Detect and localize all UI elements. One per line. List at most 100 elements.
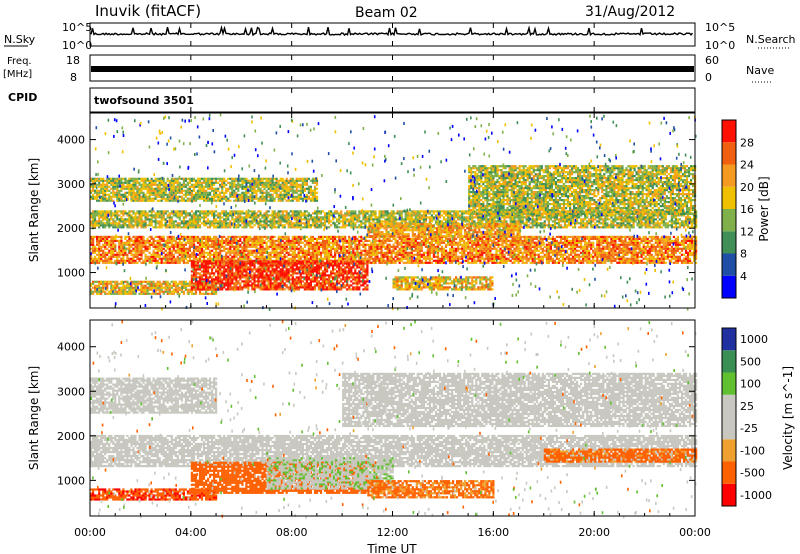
power-cell xyxy=(221,280,224,283)
power-cell xyxy=(380,241,383,244)
power-cell xyxy=(213,288,216,291)
power-cell xyxy=(541,237,544,240)
power-cell xyxy=(269,245,272,248)
power-cell xyxy=(533,243,536,246)
power-cell xyxy=(158,245,161,248)
power-cell xyxy=(668,249,671,252)
power-cell xyxy=(358,235,361,238)
power-cell xyxy=(142,245,145,248)
power-cell xyxy=(215,237,218,240)
power-cell xyxy=(326,239,329,242)
power-cell xyxy=(106,247,109,250)
power-cell xyxy=(269,255,272,258)
power-cell xyxy=(610,237,613,240)
power-cell xyxy=(209,266,212,269)
power-cell xyxy=(328,251,331,254)
power-cell xyxy=(213,247,216,250)
power-cell xyxy=(138,257,141,260)
power-cell xyxy=(170,235,173,238)
power-cell xyxy=(398,261,401,264)
power-cell xyxy=(612,257,615,260)
power-cell xyxy=(469,245,472,248)
power-cell xyxy=(215,243,218,246)
noise-panel: 10^5 10^0 10^5 10^0 xyxy=(62,21,735,52)
power-cell xyxy=(328,284,331,287)
power-cell xyxy=(660,241,663,244)
power-cell xyxy=(275,286,278,289)
power-cell xyxy=(622,257,625,260)
power-cell xyxy=(336,264,339,267)
power-cell xyxy=(122,245,125,248)
power-cell xyxy=(235,282,238,285)
power-cell xyxy=(555,235,558,238)
power-cell xyxy=(366,253,369,256)
power-cell xyxy=(338,274,341,277)
power-cell xyxy=(233,264,236,267)
power-cell xyxy=(612,245,615,248)
frequency-trace xyxy=(91,66,694,72)
power-cell xyxy=(229,241,232,244)
power-cell xyxy=(213,264,216,267)
power-cell xyxy=(271,235,274,238)
power-cell xyxy=(559,239,563,242)
power-cell xyxy=(658,259,661,262)
power-cell xyxy=(638,245,641,248)
power-cell xyxy=(281,235,284,238)
power-cell xyxy=(507,245,510,248)
power-cell xyxy=(146,255,149,258)
noise-sky-line xyxy=(90,24,694,37)
power-cell xyxy=(136,241,139,244)
power-cell xyxy=(366,239,369,242)
power-cell xyxy=(309,268,312,271)
power-cell xyxy=(257,237,260,240)
power-cell xyxy=(449,237,452,240)
power-cell xyxy=(366,251,369,254)
power-cell xyxy=(277,253,280,256)
power-cell xyxy=(332,237,335,240)
power-cell xyxy=(676,249,679,252)
power-cell xyxy=(688,261,692,264)
power-cell xyxy=(352,249,355,252)
power-cell xyxy=(205,255,208,258)
power-cell xyxy=(350,241,353,244)
power-cell xyxy=(521,261,524,264)
power-cell xyxy=(473,255,476,258)
power-cell xyxy=(110,253,113,256)
power-cell xyxy=(192,272,196,275)
power-cell xyxy=(670,249,673,252)
power-cell xyxy=(172,235,175,238)
power-cell xyxy=(94,249,97,252)
power-cell xyxy=(211,264,214,267)
power-cell xyxy=(586,255,589,258)
power-cell xyxy=(323,245,327,248)
power-cell xyxy=(640,259,643,262)
power-cell xyxy=(158,292,161,295)
power-cell xyxy=(668,241,671,244)
power-cell xyxy=(261,260,264,263)
power-cell xyxy=(164,239,167,242)
power-cell xyxy=(644,257,647,260)
power-cell xyxy=(465,247,468,250)
power-cell xyxy=(114,284,117,287)
power-cell xyxy=(311,288,314,291)
power-cell xyxy=(428,245,431,248)
power-cell xyxy=(198,237,202,240)
power-cell xyxy=(196,266,200,269)
power-cell xyxy=(440,253,444,256)
power-cell xyxy=(693,247,696,250)
power-cell xyxy=(174,245,177,248)
power-cell xyxy=(239,253,242,256)
power-cell xyxy=(438,243,442,246)
power-cell xyxy=(130,237,133,240)
power-cell xyxy=(311,260,314,263)
power-cell xyxy=(134,249,137,252)
power-cell xyxy=(259,245,262,248)
power-cell xyxy=(352,266,355,269)
power-cell xyxy=(172,282,175,285)
power-cell xyxy=(505,257,508,260)
power-cell xyxy=(640,241,643,244)
power-cell xyxy=(303,282,306,285)
power-cell xyxy=(432,237,435,240)
power-cell xyxy=(628,249,631,252)
power-cell xyxy=(100,235,103,238)
